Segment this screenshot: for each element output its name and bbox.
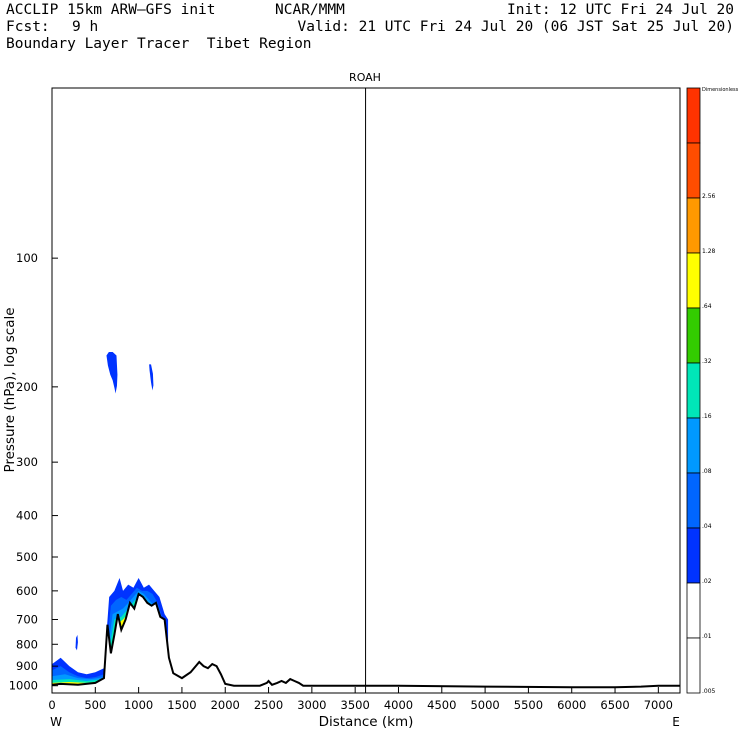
y-tick-label: 500 <box>16 550 38 564</box>
tracer-blob-core-0 <box>106 352 118 394</box>
y-axis-label: Pressure (hPa), log scale <box>2 307 18 472</box>
tracer-blob-core-2 <box>75 634 78 651</box>
x-tick-label: 6000 <box>557 698 586 712</box>
x-tick-label: 3000 <box>297 698 326 712</box>
y-tick-label: 1000 <box>9 679 38 693</box>
header-init: Init: 12 UTC Fri 24 Jul 20 <box>507 2 734 18</box>
colorbar-swatch <box>686 142 701 199</box>
x-end-label-west: W <box>50 715 62 729</box>
y-tick-label: 100 <box>16 251 38 265</box>
y-tick-label: 600 <box>16 584 38 598</box>
y-axis: 100 200 300 400 500 600 700 800 900 1000 <box>9 251 58 693</box>
colorbar-label: .16 <box>702 413 712 420</box>
x-tick-label: 4500 <box>427 698 456 712</box>
plot-frame <box>51 87 681 694</box>
colorbar: Dimensionless 2.56 1.28 .64 .32 .16 .08 .04 .02.… <box>686 87 739 695</box>
colorbar-label: .01 <box>702 633 712 640</box>
x-tick-label: 4000 <box>384 698 413 712</box>
colorbar-swatch <box>686 87 701 144</box>
x-tick-label: 6500 <box>600 698 629 712</box>
header-org: NCAR/MMM <box>275 2 345 18</box>
x-tick-label: 7000 <box>644 698 673 712</box>
colorbar-label: .32 <box>702 358 712 365</box>
colorbar-label: 2.56 <box>702 193 716 200</box>
header-product: Boundary Layer Tracer Tibet Region <box>6 36 312 52</box>
x-tick-label: 5500 <box>514 698 543 712</box>
y-tick-label: 900 <box>16 659 38 673</box>
header-fcst-value: 9 h <box>72 19 99 35</box>
x-tick-label: 500 <box>84 698 106 712</box>
colorbar-swatch <box>686 417 701 474</box>
colorbar-swatch <box>686 307 701 364</box>
y-tick-label: 300 <box>16 455 38 469</box>
y-tick-label: 700 <box>16 612 38 626</box>
x-tick-label: 3500 <box>341 698 370 712</box>
x-end-label-east: E <box>672 715 680 729</box>
header-model: ACCLIP 15km ARW–GFS init <box>6 2 216 18</box>
colorbar-swatch <box>686 527 701 584</box>
chart-title: ROAH <box>349 71 381 84</box>
colorbar-label: .005 <box>702 688 716 695</box>
header-valid: Valid: 21 UTC Fri 24 Jul 20 (06 JST Sat … <box>297 19 735 35</box>
x-tick-label: 0 <box>48 698 55 712</box>
x-tick-label: 5000 <box>470 698 499 712</box>
y-tick-label: 400 <box>16 509 38 523</box>
header-fcst-label: Fcst: <box>6 19 50 35</box>
colorbar-swatch <box>686 197 701 254</box>
x-tick-label: 2500 <box>254 698 283 712</box>
y-tick-label: 800 <box>16 637 38 651</box>
x-tick-label: 1000 <box>124 698 153 712</box>
colorbar-label: .08 <box>702 468 712 475</box>
tracer-blob-core-1 <box>149 364 154 391</box>
x-axis: 0 500 1000 1500 2000 2500 3000 3500 4000 4500 5000… <box>48 687 673 712</box>
colorbar-label: Dimensionless <box>702 87 739 93</box>
colorbar-label: 1.28 <box>702 248 716 255</box>
colorbar-swatch <box>686 637 701 694</box>
x-axis-label: Distance (km) <box>319 714 414 730</box>
colorbar-label: .02 <box>702 578 712 585</box>
x-tick-label: 2000 <box>211 698 240 712</box>
terrain-line <box>51 592 680 689</box>
colorbar-swatch <box>686 472 701 529</box>
terrain <box>51 592 680 693</box>
colorbar-swatch <box>686 582 701 639</box>
colorbar-label: .04 <box>702 523 712 530</box>
y-tick-label: 200 <box>16 380 38 394</box>
colorbar-swatch <box>686 362 701 419</box>
x-tick-label: 1500 <box>167 698 196 712</box>
colorbar-label: .64 <box>702 303 712 310</box>
colorbar-swatch <box>686 252 701 309</box>
